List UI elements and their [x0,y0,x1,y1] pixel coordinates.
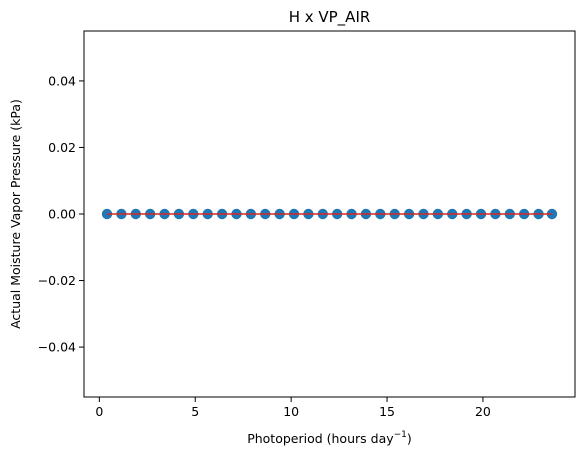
y-axis-title: Actual Moisture Vapor Pressure (kPa) [8,99,23,329]
x-tick-label: 10 [283,404,299,419]
y-axis-ticks: −0.04 −0.02 0.00 0.02 0.04 [38,73,84,355]
x-tick-label: 20 [475,404,491,419]
x-axis-title: Photoperiod (hours day−1) [247,430,412,446]
chart-title: H x VP_AIR [289,8,371,27]
y-tick-label: 0.00 [48,207,76,222]
y-tick-label: −0.02 [38,273,76,288]
x-axis-title-superscript: −1 [394,430,407,440]
x-tick-label: 5 [191,404,199,419]
x-axis-ticks: 0 5 10 15 20 [95,397,491,419]
x-tick-label: 15 [379,404,395,419]
x-axis-title-suffix: ) [407,431,412,446]
y-tick-label: −0.04 [38,340,76,355]
y-tick-label: 0.02 [48,140,76,155]
x-tick-label: 0 [95,404,103,419]
y-tick-label: 0.04 [48,73,76,88]
x-axis-title-main: Photoperiod (hours day [247,431,394,446]
